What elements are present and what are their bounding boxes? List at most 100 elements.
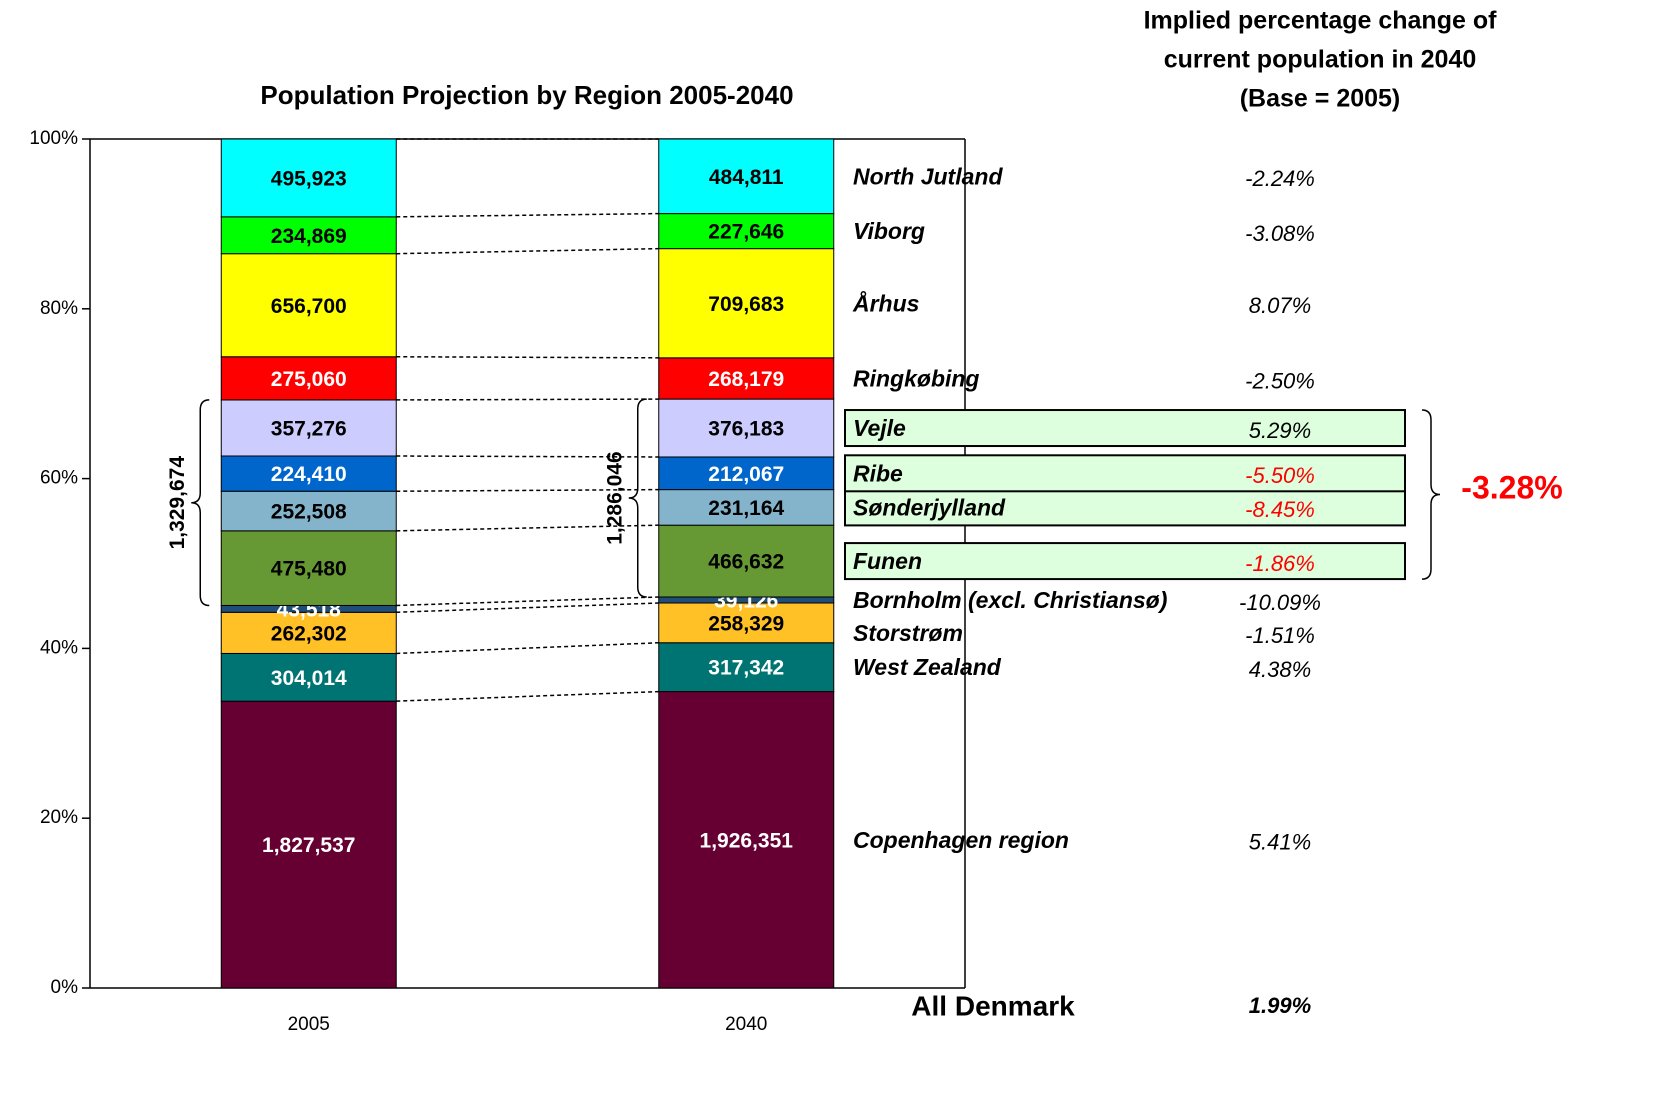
group-total: 1,286,046 xyxy=(603,451,626,544)
bar-segment xyxy=(220,530,397,606)
data-label: 268,179 xyxy=(708,368,784,391)
y-tick-label: 60% xyxy=(40,468,78,489)
series-line xyxy=(396,455,659,458)
data-label: 357,276 xyxy=(271,418,347,441)
bar-segment xyxy=(658,357,835,400)
data-label: 252,508 xyxy=(271,501,347,524)
data-label: 317,342 xyxy=(708,657,784,680)
region-change: -5.50% xyxy=(1245,463,1315,488)
region-change: -2.50% xyxy=(1245,368,1315,393)
region-change: -8.45% xyxy=(1245,497,1315,522)
region-change: -1.51% xyxy=(1245,623,1315,648)
region-change: 8.07% xyxy=(1249,293,1311,318)
side-title: (Base = 2005) xyxy=(1240,85,1401,113)
highlight-box xyxy=(844,409,1406,448)
data-label: 258,329 xyxy=(708,612,784,635)
data-label: 495,923 xyxy=(271,167,347,190)
total-name: All Denmark xyxy=(911,990,1075,1021)
bar-segment xyxy=(220,611,397,654)
region-change: -3.08% xyxy=(1245,221,1315,246)
series-line xyxy=(396,596,659,607)
data-label: 484,811 xyxy=(709,166,784,189)
bar-segment xyxy=(658,138,835,215)
data-label: 231,164 xyxy=(708,497,784,520)
region-name: Bornholm (excl. Christiansø) xyxy=(853,587,1167,613)
data-label: 475,480 xyxy=(271,558,347,581)
group-brace xyxy=(191,399,210,607)
group-brace xyxy=(1421,409,1441,580)
bar-segment xyxy=(658,691,835,989)
region-name: Sønderjylland xyxy=(853,494,1006,520)
bar-segment xyxy=(658,456,835,491)
group-brace xyxy=(628,398,647,598)
data-label: 234,869 xyxy=(271,225,347,248)
bar-segment xyxy=(220,399,397,457)
data-label: 1,926,351 xyxy=(700,829,794,852)
group-change: -3.28% xyxy=(1461,469,1562,505)
region-name: Århus xyxy=(852,290,919,316)
region-change: -10.09% xyxy=(1239,590,1321,615)
data-label: 656,700 xyxy=(271,295,347,318)
bar-segment xyxy=(658,248,835,359)
bar-segment xyxy=(220,253,397,358)
data-label: 224,410 xyxy=(271,463,347,486)
data-label: 466,632 xyxy=(708,551,784,574)
y-tick-label: 20% xyxy=(40,807,78,828)
y-tick-label: 40% xyxy=(40,637,78,658)
data-label: 709,683 xyxy=(708,293,784,316)
bar-segment xyxy=(658,398,835,458)
x-tick-label: 2040 xyxy=(725,1014,767,1035)
region-change: 5.29% xyxy=(1249,418,1311,443)
region-name: Vejle xyxy=(853,415,906,441)
series-line xyxy=(396,488,659,492)
region-change: -2.24% xyxy=(1245,166,1315,191)
bar-segment xyxy=(658,524,835,598)
series-line xyxy=(396,247,659,255)
region-name: Viborg xyxy=(853,218,925,244)
data-label: 376,183 xyxy=(708,418,784,441)
series-line xyxy=(396,642,659,655)
region-name: Storstrøm xyxy=(853,620,963,646)
y-tick-label: 0% xyxy=(51,977,79,998)
bar-segment xyxy=(658,213,835,250)
series-line xyxy=(396,524,659,532)
region-name: Ribe xyxy=(853,460,903,486)
region-name: Funen xyxy=(853,548,922,574)
bar-segment xyxy=(220,356,397,401)
data-label: 212,067 xyxy=(708,463,784,486)
bar-segment xyxy=(220,138,397,218)
region-change: -1.86% xyxy=(1245,551,1315,576)
region-name: West Zealand xyxy=(853,654,1002,680)
bar-segment xyxy=(220,490,397,532)
y-tick-label: 80% xyxy=(40,298,78,319)
data-label: 262,302 xyxy=(271,622,347,645)
region-change: 5.41% xyxy=(1249,830,1311,855)
bar-segment xyxy=(658,642,835,693)
series-line xyxy=(396,356,659,359)
region-name: North Jutland xyxy=(853,163,1003,189)
data-label: 227,646 xyxy=(708,221,784,244)
series-line xyxy=(396,602,659,614)
y-tick-label: 100% xyxy=(29,128,78,149)
data-label: 275,060 xyxy=(271,368,347,391)
group-total: 1,329,674 xyxy=(166,456,189,550)
data-label: 1,827,537 xyxy=(262,834,355,857)
chart-title: Population Projection by Region 2005-204… xyxy=(260,80,793,110)
region-name: Ringkøbing xyxy=(853,366,979,392)
data-label: 304,014 xyxy=(271,667,347,690)
bar-segment xyxy=(658,489,835,526)
series-line xyxy=(396,398,659,401)
series-line xyxy=(396,690,659,702)
total-change: 1.99% xyxy=(1249,993,1311,1018)
highlight-box xyxy=(844,542,1406,581)
bar-segment xyxy=(220,652,397,702)
series-line xyxy=(396,212,659,218)
side-title: current population in 2040 xyxy=(1164,46,1477,74)
x-tick-label: 2005 xyxy=(288,1014,330,1035)
bar-segment xyxy=(658,602,835,644)
region-change: 4.38% xyxy=(1249,657,1311,682)
side-title: Implied percentage change of xyxy=(1144,7,1498,35)
highlight-box xyxy=(844,454,1406,493)
region-name: Copenhagen region xyxy=(853,827,1069,853)
